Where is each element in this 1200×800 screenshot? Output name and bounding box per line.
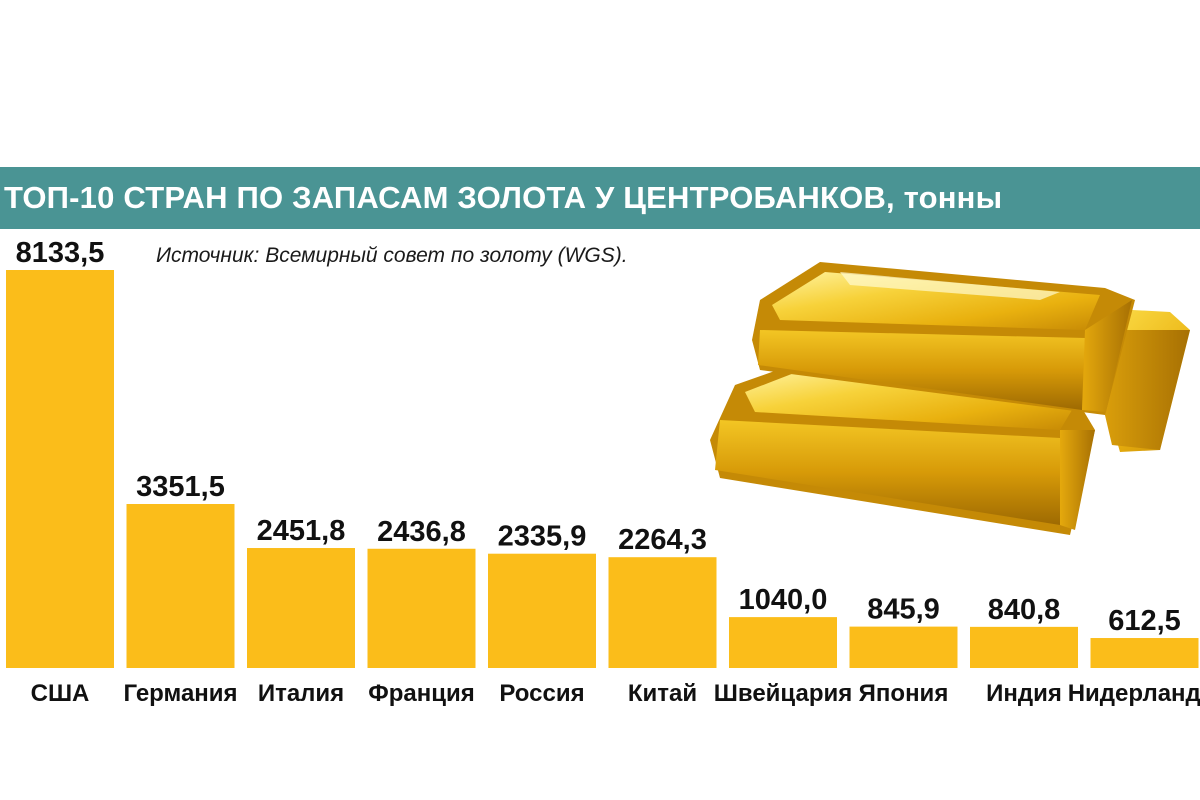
value-label-0: 8133,5: [16, 237, 105, 269]
value-label-1: 3351,5: [136, 471, 225, 503]
bar-0: [6, 270, 114, 668]
value-label-2: 2451,8: [257, 515, 346, 547]
value-label-6: 1040,0: [739, 584, 828, 616]
category-label-1: Германия: [123, 680, 237, 707]
bar-9: [1090, 638, 1199, 668]
value-labels-group: 8133,5 3351,5 2451,8 2436,8 2335,9 2264,3 1040…: [16, 237, 1181, 637]
category-label-8: Индия: [986, 680, 1062, 707]
category-label-6: Швейцария: [714, 680, 852, 707]
bar-1: [126, 503, 235, 668]
value-label-4: 2335,9: [498, 521, 587, 553]
bar-3: [367, 548, 476, 668]
bars-group: [6, 270, 1199, 668]
bar-8: [970, 626, 1078, 668]
value-label-7: 845,9: [867, 594, 940, 626]
bar-4: [488, 553, 596, 668]
bar-7: [849, 626, 958, 668]
bar-5: [608, 557, 717, 668]
category-labels-group: США Германия Италия Франция Россия Китай Швейц…: [31, 680, 1200, 707]
chart-title: ТОП-10 СТРАН ПО ЗАПАСАМ ЗОЛОТА У ЦЕНТРОБ…: [4, 180, 1003, 215]
category-label-2: Италия: [258, 680, 344, 707]
gold-bar-bottom: [710, 362, 1095, 535]
value-label-8: 840,8: [988, 594, 1061, 626]
gold-bar-top: [752, 262, 1135, 415]
category-label-9: Нидерланды: [1068, 680, 1200, 707]
source-note: Источник: Всемирный совет по золоту (WGS…: [156, 244, 628, 267]
value-label-3: 2436,8: [377, 516, 466, 548]
category-label-5: Китай: [628, 680, 697, 707]
category-label-0: США: [31, 680, 90, 707]
bar-2: [247, 548, 355, 668]
bar-6: [729, 617, 837, 668]
value-label-9: 612,5: [1108, 605, 1181, 637]
value-label-5: 2264,3: [618, 524, 707, 556]
title-band: ТОП-10 СТРАН ПО ЗАПАСАМ ЗОЛОТА У ЦЕНТРОБ…: [0, 167, 1200, 229]
category-label-4: Россия: [499, 680, 584, 707]
category-label-7: Япония: [859, 680, 949, 707]
category-label-3: Франция: [368, 680, 475, 707]
